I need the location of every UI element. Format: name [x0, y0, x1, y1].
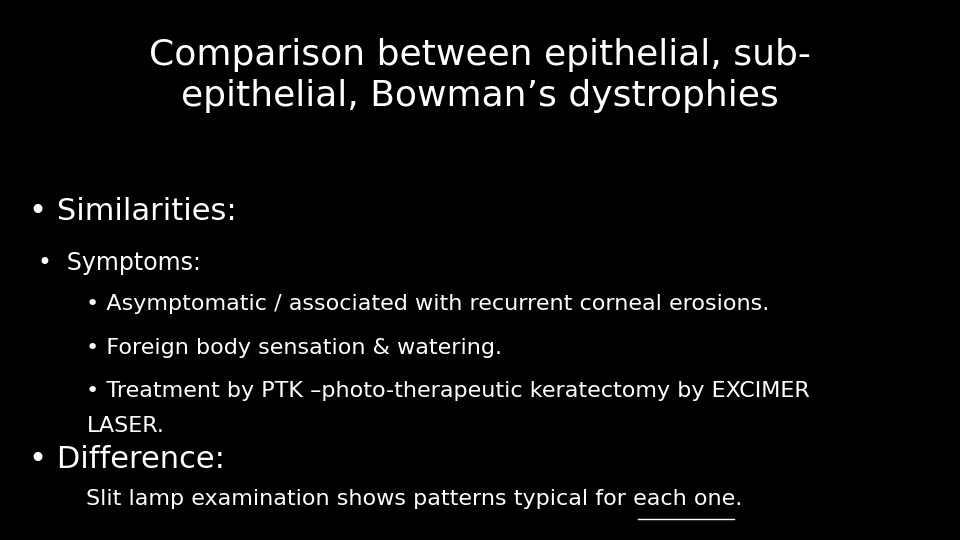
Text: Comparison between epithelial, sub-
epithelial, Bowman’s dystrophies: Comparison between epithelial, sub- epit… — [149, 38, 811, 112]
Text: • Similarities:: • Similarities: — [29, 197, 236, 226]
Text: • Treatment by PTK –photo-therapeutic keratectomy by EXCIMER: • Treatment by PTK –photo-therapeutic ke… — [86, 381, 810, 401]
Text: Slit lamp examination shows patterns typical for each one.: Slit lamp examination shows patterns typ… — [86, 489, 743, 509]
Text: • Difference:: • Difference: — [29, 446, 225, 475]
Text: • Asymptomatic / associated with recurrent corneal erosions.: • Asymptomatic / associated with recurre… — [86, 294, 770, 314]
Text: •  Symptoms:: • Symptoms: — [38, 251, 202, 275]
Text: • Foreign body sensation & watering.: • Foreign body sensation & watering. — [86, 338, 502, 357]
Text: LASER.: LASER. — [86, 416, 164, 436]
